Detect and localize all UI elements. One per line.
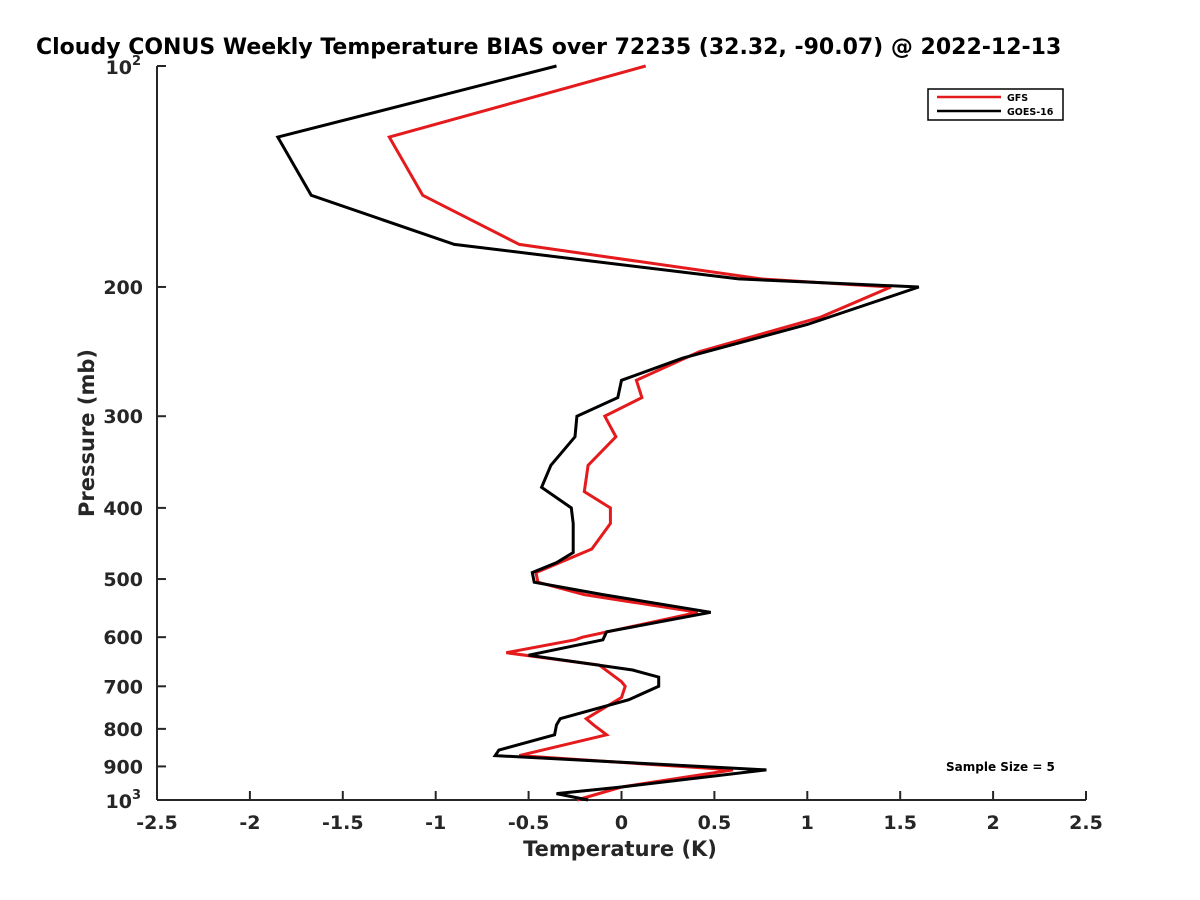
x-tick-label: 0.5 [698, 812, 732, 834]
series-line-goes-16 [275, 64, 920, 802]
x-tick-label: 2.5 [1069, 812, 1103, 834]
x-tick-label: -2.5 [136, 812, 178, 834]
legend-label-goes-16: GOES-16 [1007, 107, 1054, 118]
y-tick-label: 300 [103, 406, 143, 428]
sample-size-annotation: Sample Size = 5 [946, 760, 1055, 774]
legend-box [927, 88, 1064, 121]
plot-series [275, 64, 920, 802]
y-tick-label: 103 [106, 788, 142, 813]
x-tick-label: 1 [801, 812, 814, 834]
legend: GFS GOES-16 [927, 88, 1064, 121]
y-tick-label: 800 [103, 719, 143, 741]
x-tick-label: 1.5 [883, 812, 917, 834]
y-axis-label: Pressure (mb) [75, 349, 99, 517]
y-tick-label: 900 [103, 756, 143, 778]
legend-label-gfs: GFS [1007, 93, 1028, 104]
x-tick-label: -0.5 [508, 812, 550, 834]
y-tick-label: 102 [106, 54, 142, 79]
y-tick-label: 500 [103, 569, 143, 591]
x-tick-label: 2 [986, 812, 999, 834]
y-tick-label: 600 [103, 627, 143, 649]
y-tick-label: 400 [103, 498, 143, 520]
chart-title: Cloudy CONUS Weekly Temperature BIAS ove… [36, 35, 1061, 60]
x-tick-label: -2 [239, 812, 260, 834]
x-tick-label: -1.5 [322, 812, 364, 834]
axes: -2.5 -2 -1.5 -1 -0.5 0 0.5 1 1.5 2 2.5 102 200 300 400… [103, 54, 1103, 834]
x-tick-label: -1 [425, 812, 446, 834]
y-tick-label: 700 [103, 676, 143, 698]
x-tick-label: 0 [615, 812, 628, 834]
x-axis-label: Temperature (K) [523, 837, 717, 861]
y-tick-label: 200 [103, 277, 143, 299]
